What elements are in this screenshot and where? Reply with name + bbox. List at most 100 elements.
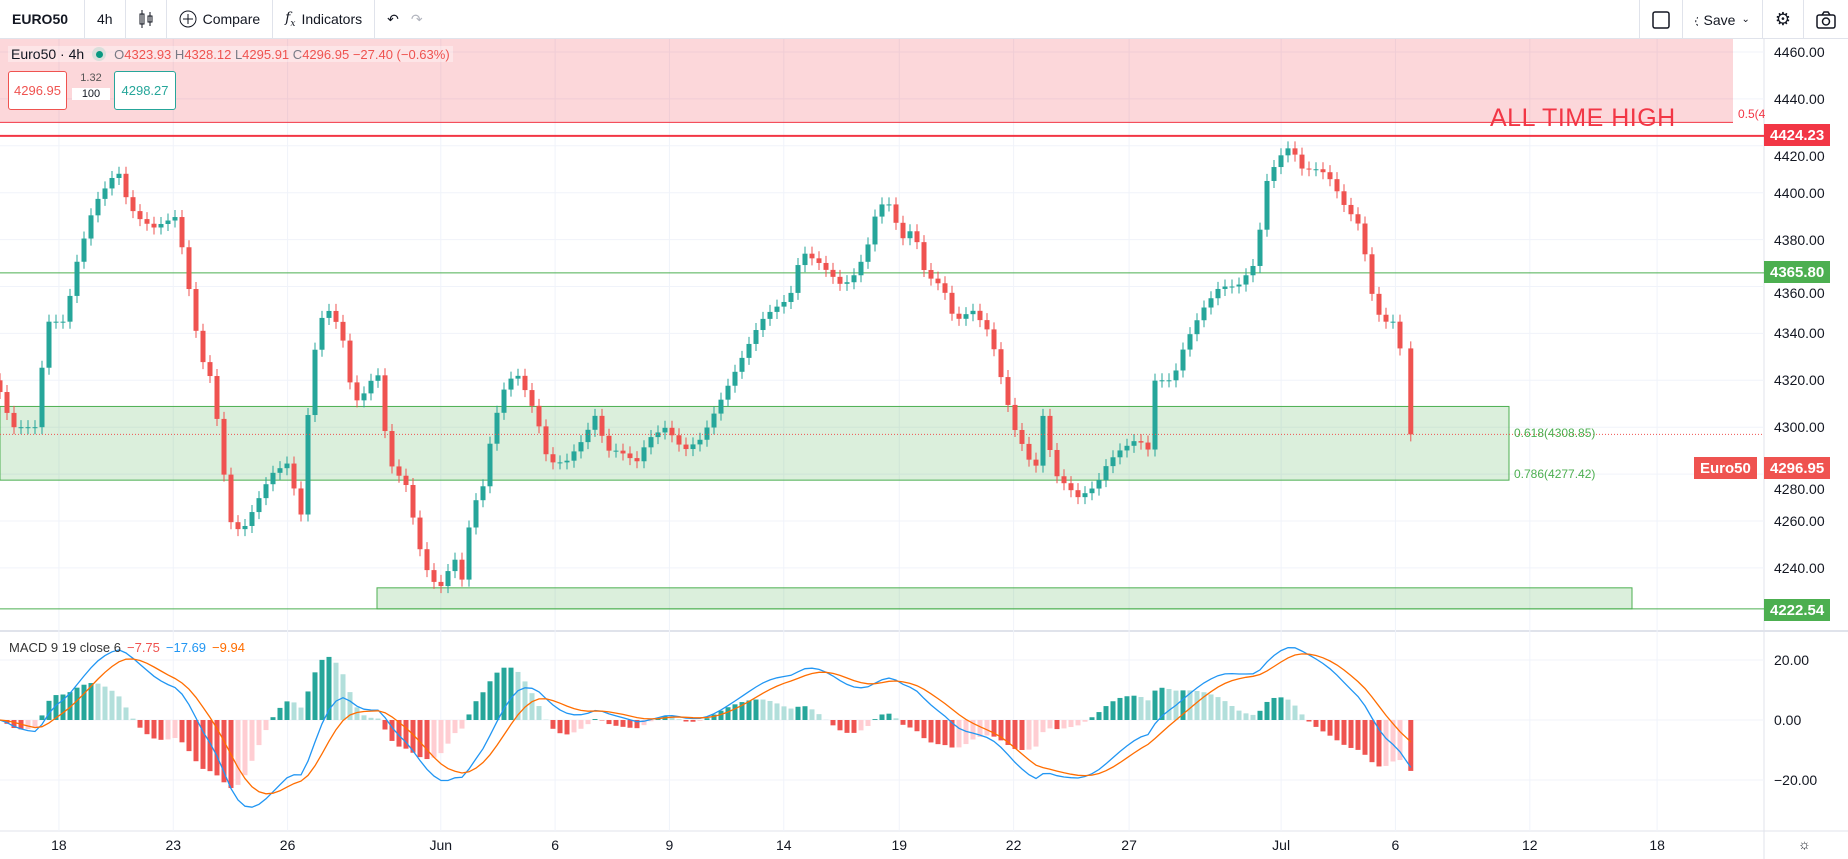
candle-body [361,393,367,401]
chart-type-button[interactable] [126,0,167,39]
candle-body [508,378,514,390]
candle-body [277,468,283,473]
candle-body [907,231,913,239]
macd-histogram-bar [690,720,696,722]
macd-histogram-bar [1376,720,1382,767]
macd-histogram-bar [774,703,780,720]
candle-body [74,261,80,296]
macd-histogram-bar [550,720,556,729]
red-zone [0,39,1733,123]
candle-body [641,447,647,462]
axis-settings-icon[interactable]: ☼ [1798,836,1811,852]
symbol-button[interactable]: EURO50 [0,0,85,39]
macd-histogram-bar [613,720,619,726]
macd-histogram-bar [1299,714,1305,720]
candle-body [305,415,311,515]
macd-histogram-bar [221,720,227,783]
candle-body [193,289,199,331]
macd-histogram-bar [879,714,885,720]
macd-histogram-bar [1194,691,1200,720]
redo-button[interactable]: ↷ [411,0,435,39]
candle-body [984,320,990,330]
macd-histogram-bar [977,720,983,737]
macd-histogram-bar [830,720,836,726]
price-axis-label: 4280.00 [1774,481,1825,497]
candle-body [46,321,52,368]
sell-button[interactable]: 4296.95 [8,71,67,110]
candle-body [417,517,423,550]
macd-histogram-bar [1306,720,1312,722]
macd-histogram-bar [1229,706,1235,720]
candle-body [473,500,479,528]
candle-body [795,265,801,293]
macd-histogram-bar [802,706,808,720]
chart-canvas[interactable] [0,39,1848,859]
price-axis-label: 4400.00 [1774,184,1825,201]
macd-histogram-bar [165,720,171,740]
macd-histogram-bar [67,692,73,720]
macd-histogram-bar [872,719,878,720]
candle-body [1215,288,1221,299]
compare-label: Compare [202,11,261,27]
settings-button[interactable]: ⚙ [1761,0,1803,39]
macd-histogram-bar [683,720,689,722]
candles-icon [139,10,153,28]
quantity-input[interactable]: 100 [72,88,110,100]
candle-body [718,399,724,414]
candle-body [1005,377,1011,405]
macd-histogram-bar [53,695,59,720]
macd-histogram-bar [522,681,528,720]
candle-body [613,450,619,452]
macd-histogram-bar [1061,720,1067,729]
candle-body [515,375,521,379]
compare-button[interactable]: Compare [167,0,274,39]
candle-body [207,362,213,377]
interval-button[interactable]: 4h [85,0,126,39]
candle-body [130,197,136,212]
macd-histogram-bar [1019,720,1025,750]
time-axis-label: 18 [51,837,67,853]
macd-histogram-bar [263,720,269,731]
macd-histogram-bar [438,720,444,754]
macd-histogram-bar [88,683,94,720]
candle-body [375,375,381,381]
candle-body [1047,415,1053,450]
save-button[interactable]: Save ⌄ [1681,0,1762,39]
undo-button[interactable]: ↶ [375,0,411,39]
macd-histogram-bar [816,714,822,720]
macd-histogram-bar [858,720,864,731]
candle-body [151,223,157,228]
candle-body [732,371,738,386]
candle-body [816,258,822,263]
fullscreen-button[interactable] [1638,0,1682,39]
candle-body [1124,445,1130,451]
time-axis-label: 23 [165,837,182,853]
candle-body [95,198,101,216]
chevron-down-icon[interactable]: ⌄ [1741,14,1750,25]
macd-histogram-bar [424,720,430,760]
screenshot-button[interactable] [1803,0,1848,39]
macd-histogram-bar [809,709,815,720]
macd-histogram-bar [473,701,479,720]
macd-histogram-bar [1138,697,1144,720]
buy-button[interactable]: 4298.27 [114,71,176,110]
indicators-button[interactable]: fx Indicators [273,0,376,39]
macd-histogram-bar [270,717,276,720]
macd-histogram-bar [795,706,801,720]
ath-annotation[interactable]: ALL TIME HIGH [1490,104,1676,132]
macd-histogram-bar [1208,694,1214,720]
candle-body [382,375,388,432]
candle-body [144,219,150,224]
macd-histogram-bar [557,720,563,734]
macd-histogram-bar [1145,700,1151,720]
macd-histogram-bar [158,720,164,740]
candle-body [697,439,703,445]
candle-body [921,242,927,270]
macd-histogram-bar [109,690,115,720]
candle-body [1159,380,1165,382]
open-label: O [114,46,125,62]
macd-histogram-bar [1040,720,1046,733]
macd-histogram-bar [186,720,192,752]
macd-histogram-bar [1243,713,1249,720]
macd-histogram-bar [935,720,941,745]
